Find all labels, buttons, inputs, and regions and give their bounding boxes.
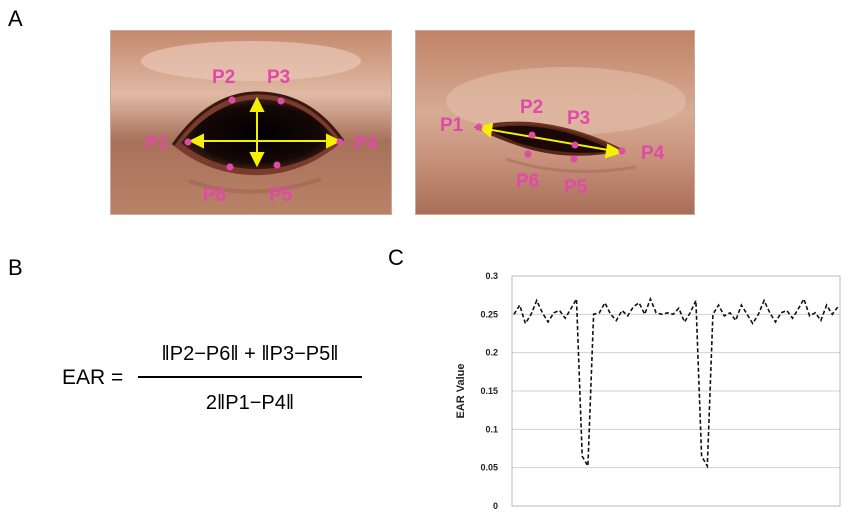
open-eye-label-p2: P2: [212, 67, 235, 88]
closed-eye-label-p2: P2: [520, 97, 543, 118]
open-eye-label-p1: P1: [145, 133, 169, 154]
ear-chart-svg: 0 0.05 0.1 0.15 0.2 0.25 0.3 EAR Value: [455, 271, 841, 511]
panel-label-c: C: [388, 245, 404, 270]
closed-eye-label-p5: P5: [564, 177, 588, 198]
open-eye-label-p4: P4: [354, 133, 378, 154]
closed-eye-landmarks: [475, 123, 626, 163]
y-tick-label: 0.2: [485, 348, 498, 358]
y-tick-label: 0.1: [485, 424, 498, 434]
open-eye-landmarks: [184, 96, 344, 171]
closed-eye-image: P1 P2 P3 P4 P5 P6: [415, 30, 695, 215]
formula-lhs: EAR =: [62, 366, 124, 389]
fraction-bar: [138, 376, 362, 378]
open-eye-label-p5: P5: [269, 185, 293, 206]
y-tick-label: 0.25: [480, 309, 498, 319]
open-eye-image: P1 P2 P3 P4 P5 P6: [110, 30, 392, 215]
ear-chart: 0 0.05 0.1 0.15 0.2 0.25 0.3 EAR Value: [440, 262, 845, 514]
open-eye-label-p6: P6: [203, 185, 226, 206]
open-eye-arrows: [188, 96, 342, 168]
formula-numerator: ‖P2−P6‖ + ‖P3−P5‖: [161, 343, 339, 365]
plot-frame: [511, 275, 841, 507]
closed-eye-label-p6: P6: [516, 171, 539, 192]
y-tick-label: 0: [493, 501, 498, 511]
open-eye-label-p3: P3: [267, 67, 290, 88]
y-axis-label: EAR Value: [455, 363, 467, 418]
panel-label-a: A: [8, 6, 23, 31]
y-tick-label: 0.3: [485, 271, 498, 281]
y-tick-label: 0.15: [480, 386, 498, 396]
panel-label-b: B: [8, 255, 23, 280]
ear-series-line: [513, 296, 839, 469]
y-tick-label: 0.05: [480, 463, 498, 473]
formula-denominator: 2‖P1−P4‖: [205, 392, 295, 414]
closed-eye-label-p3: P3: [567, 108, 590, 129]
closed-eye-label-p1: P1: [440, 115, 464, 136]
closed-eye-label-p4: P4: [641, 143, 665, 164]
